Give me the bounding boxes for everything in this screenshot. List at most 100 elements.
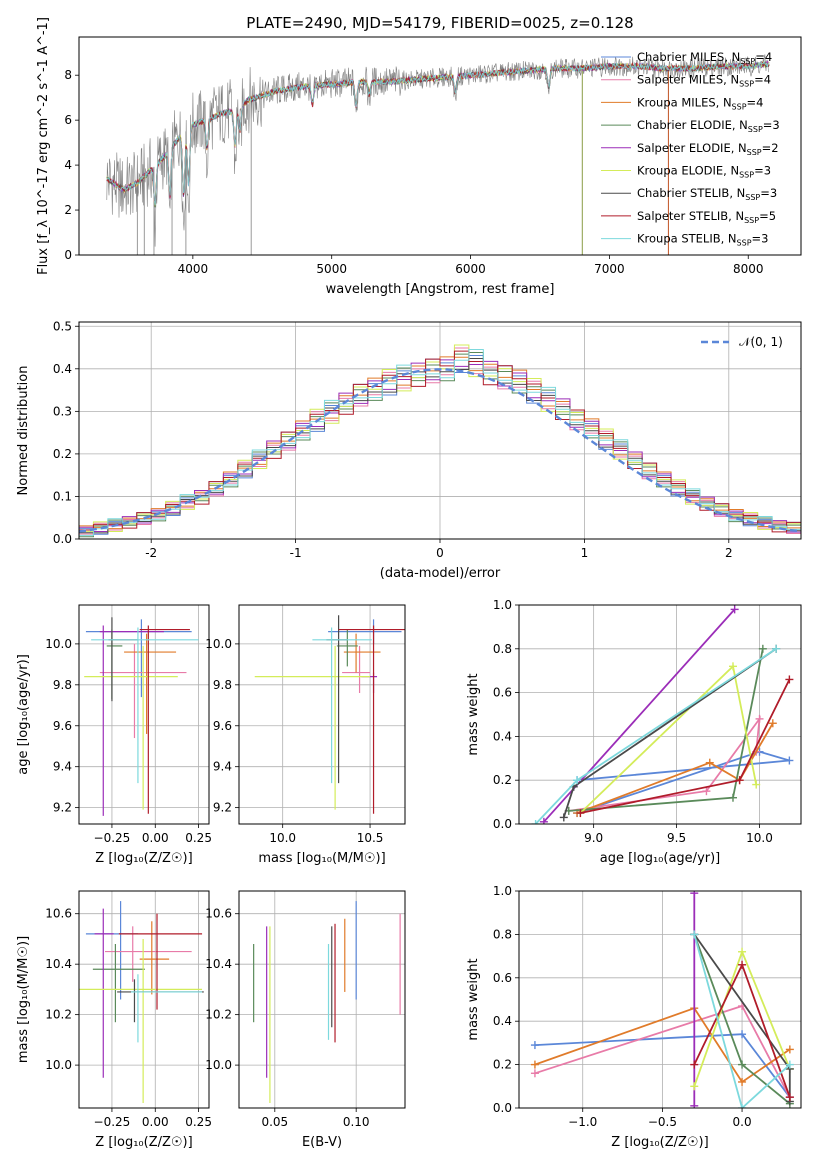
x-tick-label: 10.5: [357, 831, 384, 845]
plot-area: [253, 901, 401, 1103]
axes-frame: [518, 604, 802, 825]
y-tick-label: 0.4: [493, 1014, 512, 1028]
legend-entry: Chabrier STELIB, NSSP=3: [637, 186, 777, 202]
y-tick-label: 10.6: [205, 907, 232, 921]
normal-curve: [79, 368, 801, 533]
x-tick-label: 0.05: [261, 1115, 288, 1129]
x-tick-label: -2: [145, 546, 157, 560]
y-tick-label: 0.2: [53, 447, 72, 461]
y-tick-label: 1.0: [493, 598, 512, 612]
y-tick-label: 1.0: [493, 884, 512, 898]
x-tick-label: 0: [436, 546, 444, 560]
y-tick-label: 10.2: [45, 1008, 72, 1022]
axes-frame: [238, 890, 406, 1109]
plot-area: [106, 54, 770, 255]
y-tick-label: 6: [64, 113, 72, 127]
model-line-8: [106, 61, 770, 206]
plot-area: [79, 901, 204, 1103]
x-tick-label: −1.0: [568, 1115, 597, 1129]
legend-entry: Chabrier MILES, NSSP=4: [637, 50, 772, 66]
x-axis-label: Z [log₁₀(Z/Z☉)]: [95, 1135, 192, 1150]
panel-residual-histogram: -2 -1 0 1 2 0.0 0.1 0.2 0.3 0.4 0.5 (data-model)/er…: [16, 319, 802, 581]
plot-area: [254, 615, 405, 814]
y-tick-label: 9.2: [53, 801, 72, 815]
y-axis-label: Normed distribution: [16, 366, 31, 496]
y-tick-label: 10.0: [205, 1058, 232, 1072]
x-tick-label: 0.25: [185, 831, 212, 845]
axes-frame: [238, 604, 406, 825]
histogram-step-8: [79, 348, 801, 539]
panel-mass-vs-ebv: 0.05 0.10 10.0 10.2 10.4 10.6 E(B-V): [205, 890, 406, 1150]
histogram-step-7: [79, 350, 801, 539]
axes-frame: [78, 604, 210, 825]
x-tick-label: 1: [581, 546, 589, 560]
axes-frame: [518, 890, 802, 1109]
x-tick-label: -1: [290, 546, 302, 560]
y-tick-label: 0.4: [53, 362, 72, 376]
x-tick-label: 5000: [316, 262, 347, 276]
weight-line-2: [534, 1007, 791, 1084]
x-tick-label: 6000: [455, 262, 486, 276]
legend-entry: Salpeter ELODIE, NSSP=2: [637, 141, 779, 157]
y-axis-label: mass weight: [466, 673, 481, 755]
y-tick-label: 0.6: [493, 686, 512, 700]
plot-area: [530, 891, 794, 1108]
y-tick-label: 9.4: [53, 760, 72, 774]
x-tick-label: 10.0: [746, 831, 773, 845]
axes-frame: [78, 321, 802, 540]
y-tick-label: 10.4: [45, 957, 72, 971]
legend-entry: 𝒩(0, 1): [739, 335, 783, 349]
y-tick-label: 0.5: [53, 319, 72, 333]
x-tick-label: 0.25: [185, 1115, 212, 1129]
legend-entry: Salpeter STELIB, NSSP=5: [637, 209, 776, 225]
x-tick-label: 0.10: [343, 1115, 370, 1129]
y-tick-label: 9.4: [213, 760, 232, 774]
y-tick-label: 0.0: [493, 1101, 512, 1115]
legend-entry: Chabrier ELODIE, NSSP=3: [637, 118, 780, 134]
x-axis-label: E(B-V): [302, 1135, 342, 1150]
y-axis-label: Flux [f_λ 10^-17 erg cm^-2 s^-1 A^-1]: [36, 17, 51, 275]
y-tick-label: 10.4: [205, 957, 232, 971]
y-tick-label: 0.8: [493, 927, 512, 941]
y-tick-label: 0.0: [53, 532, 72, 546]
y-tick-label: 2: [64, 203, 72, 217]
y-tick-label: 0.8: [493, 642, 512, 656]
plot-area: [531, 605, 794, 824]
axes-frame: [78, 890, 210, 1109]
y-tick-label: 0.1: [53, 489, 72, 503]
x-tick-label: −0.25: [94, 1115, 131, 1129]
plot-area: [79, 344, 801, 539]
panel-weight-vs-age: 9.0 9.5 10.0 0.0 0.2 0.4 0.6 0.8 1.0 age [log₁₀(a…: [466, 598, 802, 866]
y-tick-label: 9.2: [213, 801, 232, 815]
weight-line-2: [576, 722, 774, 814]
x-tick-label: 8000: [733, 262, 764, 276]
panel-age-vs-mass: 10.0 10.5 9.2 9.4 9.6 9.8 10.0 mass [log₁₀(M/M☉…: [205, 604, 406, 866]
y-tick-label: 9.8: [53, 678, 72, 692]
y-tick-label: 0.0: [493, 817, 512, 831]
figure-title: PLATE=2490, MJD=54179, FIBERID=0025, z=0…: [246, 14, 633, 32]
panel-weight-vs-z: −1.0 −0.5 0.0 0.0 0.2 0.4 0.6 0.8 1.0 Z [log₁₀(Z/…: [466, 884, 802, 1150]
y-tick-label: 8: [64, 68, 72, 82]
x-tick-label: 9.0: [584, 831, 603, 845]
x-tick-label: 0.0: [733, 1115, 752, 1129]
legend-entry: Kroupa ELODIE, NSSP=3: [637, 164, 771, 180]
y-axis-label: age [log₁₀(age/yr)]: [16, 654, 31, 775]
y-tick-label: 0.3: [53, 404, 72, 418]
weight-line-5: [579, 664, 758, 814]
x-tick-label: 0.00: [142, 831, 169, 845]
x-tick-label: 7000: [594, 262, 625, 276]
y-tick-label: 10.2: [205, 1008, 232, 1022]
y-axis-label: mass weight: [466, 958, 481, 1040]
weight-line-6: [562, 648, 777, 818]
y-tick-label: 9.6: [213, 719, 232, 733]
panel-mass-vs-z: −0.25 0.00 0.25 10.0 10.2 10.4 10.6 Z [log₁₀(Z/…: [16, 890, 212, 1150]
y-tick-label: 9.6: [53, 719, 72, 733]
weight-line-0: [576, 750, 790, 814]
weight-line-8: [693, 934, 791, 1108]
x-axis-label: age [log₁₀(age/yr)]: [600, 851, 721, 866]
y-axis-label: mass [log₁₀(M/M☉)]: [16, 936, 31, 1063]
legend-entry: Kroupa MILES, NSSP=4: [637, 95, 763, 111]
x-tick-label: −0.25: [94, 831, 131, 845]
panel-age-vs-z: −0.25 0.00 0.25 9.2 9.4 9.6 9.8 10.0 Z [log₁₀(Z/…: [16, 604, 212, 866]
